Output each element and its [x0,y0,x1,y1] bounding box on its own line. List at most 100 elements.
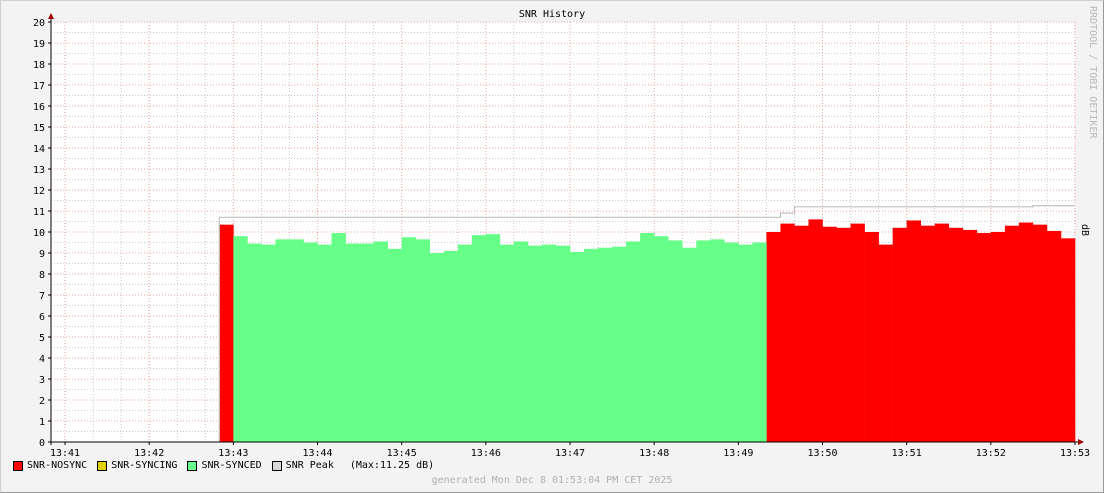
legend-swatch [271,460,282,471]
bar-snr-nosync [934,223,950,442]
x-tick-label: 13:52 [976,448,1006,459]
bar-snr-nosync [766,232,781,442]
y-axis-arrow-icon [48,13,54,19]
y-tick-label: 12 [33,186,45,197]
bar-snr-synced [612,246,627,442]
y-tick-label: 9 [39,249,45,260]
bar-snr-synced [233,236,248,442]
bar-snr-synced [485,234,501,442]
bar-snr-synced [247,243,262,442]
bar-snr-nosync [1060,238,1076,442]
bar-snr-synced [584,248,599,442]
y-tick-label: 5 [39,333,45,344]
bar-snr-synced [331,233,346,442]
legend-item-syncing: SNR-SYNCING [97,460,177,471]
bar-snr-synced [499,244,515,442]
bar-snr-synced [738,244,753,442]
y-tick-label: 11 [33,207,45,218]
y-tick-label: 16 [33,102,45,113]
bar-snr-nosync [808,219,823,442]
y-tick-label: 0 [39,438,45,449]
bar-snr-synced [654,236,669,442]
x-tick-label: 13:46 [471,448,501,459]
bar-snr-synced [261,244,276,442]
y-axis-label: dB [1079,224,1090,237]
bar-snr-synced [752,242,767,442]
bar-snr-nosync [1004,225,1020,442]
bar-snr-synced [598,247,613,442]
x-tick-label: 13:47 [555,448,585,459]
legend-item-nosync: SNR-NOSYNC [13,460,87,471]
bar-snr-synced [471,235,487,442]
bar-snr-synced [345,243,360,442]
y-tick-label: 14 [33,144,45,155]
x-tick-label: 13:48 [639,448,669,459]
peak-max-note: (Max:11.25 dB) [349,460,435,471]
x-tick-label: 13:45 [387,448,417,459]
bar-snr-synced [555,245,571,442]
x-tick-label: 13:51 [892,448,922,459]
x-tick-label: 13:53 [1060,448,1090,459]
bar-snr-synced [457,244,473,442]
x-tick-label: 13:44 [302,448,332,459]
y-tick-label: 6 [39,312,45,323]
legend-item-synced: SNR-SYNCED [187,460,262,471]
x-axis-arrow-icon [1078,439,1084,445]
y-tick-label: 8 [39,270,45,281]
chart-title: SNR History [518,9,586,20]
legend-label: SNR-SYNCED [201,460,262,471]
bar-snr-nosync [1018,222,1034,442]
legend-label: SNR-SYNCING [111,460,178,471]
bar-snr-nosync [836,227,851,442]
bar-snr-synced [682,247,697,442]
y-tick-label: 4 [39,354,45,365]
bar-snr-synced [724,242,739,442]
x-tick-label: 13:42 [134,448,164,459]
watermark: RRDTOOL / TOBI OETIKER [1087,6,1098,139]
bar-snr-synced [373,241,388,442]
x-tick-label: 13:50 [807,448,837,459]
x-tick-label: 13:49 [723,448,753,459]
y-tick-label: 10 [33,228,45,239]
y-tick-label: 18 [33,60,45,71]
bar-snr-nosync [822,226,837,442]
bar-snr-synced [387,248,402,442]
bar-snr-synced [513,241,529,442]
bar-snr-synced [317,244,332,442]
bar-snr-synced [289,239,304,442]
y-tick-label: 20 [33,18,45,29]
bar-snr-synced [570,251,585,442]
generated-timestamp: generated Mon Dec 8 01:53:04 PM CET 2025 [431,475,673,486]
bar-snr-nosync [219,224,234,442]
bar-snr-synced [303,242,318,442]
bar-snr-nosync [864,232,879,442]
bar-snr-nosync [976,233,992,442]
legend-swatch [187,460,198,471]
bar-snr-synced [275,239,290,442]
bar-snr-nosync [794,225,809,442]
bar-snr-nosync [1046,230,1062,442]
bar-snr-synced [696,240,711,442]
x-tick-label: 13:41 [50,448,80,459]
bar-snr-nosync [1032,224,1048,442]
bar-snr-synced [640,233,655,442]
y-tick-label: 1 [39,417,45,428]
x-tick-label: 13:43 [218,448,248,459]
bar-snr-synced [443,250,459,442]
bar-snr-synced [527,245,543,442]
bar-snr-nosync [990,232,1006,442]
bar-snr-synced [401,237,417,442]
y-tick-label: 13 [33,165,45,176]
legend: SNR-NOSYNC SNR-SYNCING SNR-SYNCED SNR Pe… [13,460,444,471]
bar-snr-nosync [948,227,964,442]
bar-snr-nosync [878,244,893,442]
bar-snr-synced [359,243,374,442]
legend-swatch [97,460,108,471]
legend-swatch [13,460,23,471]
snr-peak-line [218,205,1075,442]
bar-snr-nosync [850,223,865,442]
legend-label: SNR-NOSYNC [27,460,88,471]
bar-snr-synced [415,239,431,442]
bar-snr-nosync [780,223,795,442]
